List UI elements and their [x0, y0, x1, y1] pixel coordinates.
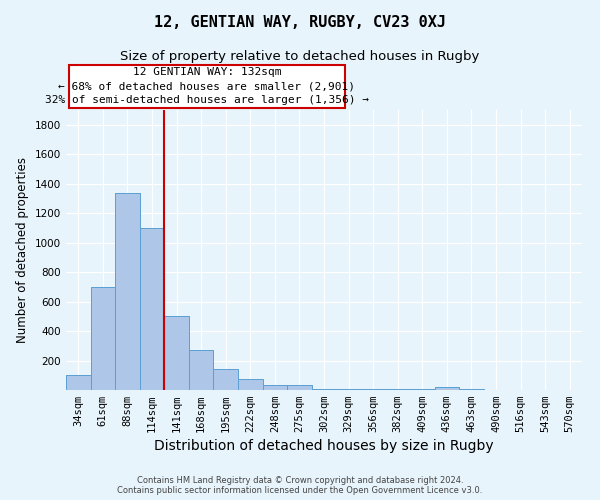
Bar — [189, 350, 214, 390]
Bar — [66, 376, 91, 390]
Bar — [434, 387, 459, 390]
Bar — [140, 228, 164, 390]
Bar — [164, 316, 189, 390]
Text: 12, GENTIAN WAY, RUGBY, CV23 0XJ: 12, GENTIAN WAY, RUGBY, CV23 0XJ — [154, 15, 446, 30]
Y-axis label: Number of detached properties: Number of detached properties — [16, 157, 29, 343]
Bar — [263, 385, 287, 390]
Bar — [115, 192, 140, 390]
Bar — [91, 287, 115, 390]
Bar — [287, 385, 312, 390]
Text: Size of property relative to detached houses in Rugby: Size of property relative to detached ho… — [121, 50, 479, 63]
Text: 12 GENTIAN WAY: 132sqm
← 68% of detached houses are smaller (2,901)
32% of semi-: 12 GENTIAN WAY: 132sqm ← 68% of detached… — [45, 67, 369, 106]
Text: Contains HM Land Registry data © Crown copyright and database right 2024.
Contai: Contains HM Land Registry data © Crown c… — [118, 476, 482, 495]
Bar — [238, 379, 263, 390]
X-axis label: Distribution of detached houses by size in Rugby: Distribution of detached houses by size … — [154, 440, 494, 454]
Bar — [214, 370, 238, 390]
